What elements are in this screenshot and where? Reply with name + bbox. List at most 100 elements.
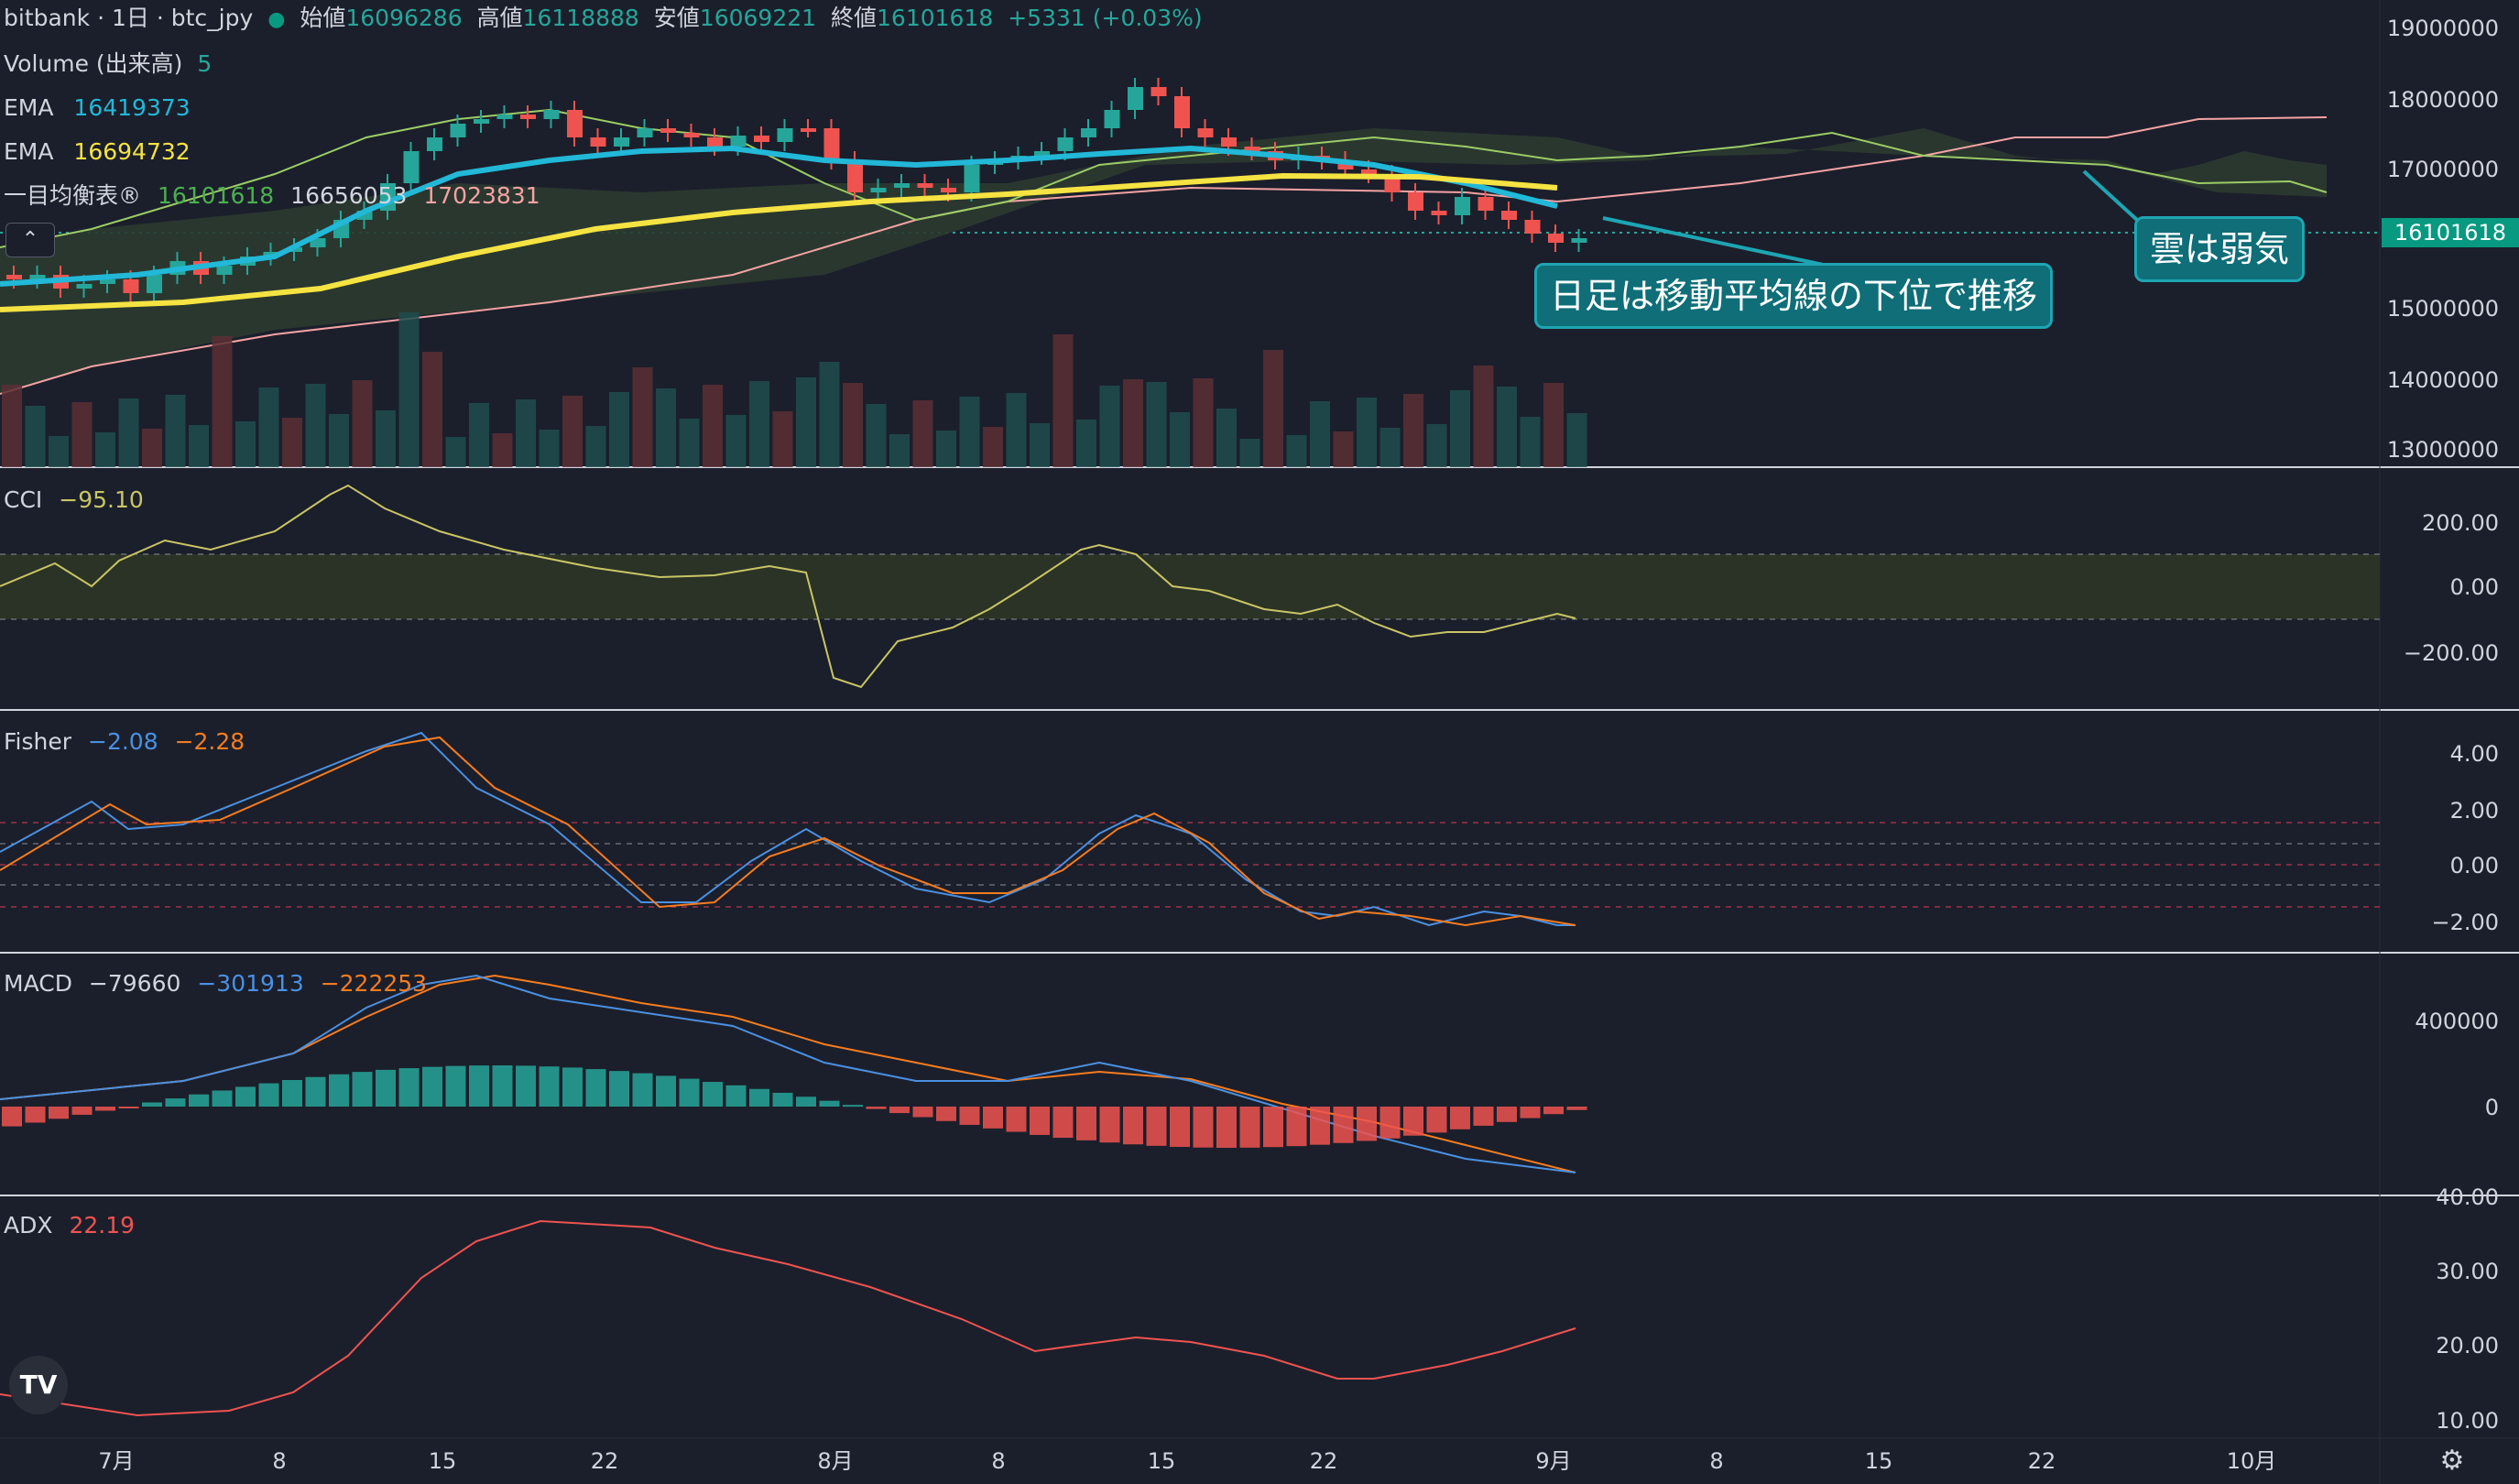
price-tick: 17000000 bbox=[2386, 157, 2499, 182]
volume-bar bbox=[1030, 423, 1050, 467]
candle-body bbox=[520, 115, 536, 119]
macd-histogram-bar bbox=[843, 1105, 863, 1108]
candle-body bbox=[1501, 211, 1517, 220]
macd-tick: 0 bbox=[2484, 1095, 2499, 1120]
volume-bar bbox=[1310, 401, 1330, 467]
candle-body bbox=[941, 188, 956, 192]
chevron-up-icon[interactable]: ⌃ bbox=[5, 223, 55, 257]
fisher-tick: 2.00 bbox=[2449, 798, 2499, 824]
trend-callout-pointer bbox=[1602, 216, 1828, 267]
volume-bar bbox=[843, 383, 863, 467]
candle-body bbox=[1408, 192, 1423, 211]
time-tick: 8 bbox=[1709, 1448, 1724, 1474]
candle-body bbox=[590, 137, 606, 147]
macd-histogram-bar bbox=[189, 1094, 209, 1107]
volume-bar bbox=[165, 395, 186, 467]
macd-histogram-bar bbox=[516, 1065, 536, 1107]
ichimoku-v1: 16101618 bbox=[157, 182, 275, 209]
indicator-lines bbox=[0, 145, 1587, 1417]
tradingview-logo-icon[interactable]: TV bbox=[9, 1356, 68, 1414]
volume-bar bbox=[1170, 412, 1190, 467]
macd-legend[interactable]: MACD −79660 −301913 −222253 bbox=[4, 970, 427, 998]
candle-body bbox=[123, 279, 139, 293]
fisher-trigger-line bbox=[0, 736, 1576, 927]
volume-legend[interactable]: Volume (出来高) 5 bbox=[4, 50, 212, 78]
macd-label: MACD bbox=[4, 970, 72, 997]
candle-body bbox=[1548, 234, 1564, 243]
ema1-value: 16419373 bbox=[73, 94, 191, 121]
close-label: 終値 bbox=[831, 5, 878, 31]
adx-tick: 20.00 bbox=[2436, 1333, 2499, 1359]
volume-bar bbox=[469, 403, 489, 467]
fisher-tick: 4.00 bbox=[2449, 741, 2499, 767]
macd-histogram-bar bbox=[562, 1067, 583, 1107]
macd-histogram-bar bbox=[609, 1071, 629, 1107]
volume-value: 5 bbox=[197, 50, 213, 77]
macd-histogram-bar bbox=[959, 1107, 980, 1125]
cci-legend[interactable]: CCI −95.10 bbox=[4, 486, 144, 514]
price-tick: 14000000 bbox=[2386, 367, 2499, 393]
volume-bar bbox=[1123, 379, 1143, 467]
volume-bar bbox=[632, 367, 653, 467]
fisher-v2: −2.28 bbox=[174, 728, 245, 755]
ichimoku-legend[interactable]: 一目均衡表® 16101618 16656053 17023831 bbox=[4, 182, 540, 210]
volume-bar bbox=[1473, 366, 1494, 467]
candle-body bbox=[730, 136, 747, 147]
volume-bar bbox=[1193, 378, 1214, 467]
volume-bar bbox=[445, 437, 466, 467]
change-value: +5331 (+0.03%) bbox=[1008, 5, 1203, 31]
volume-bar bbox=[1497, 387, 1517, 467]
volume-bar bbox=[1403, 394, 1423, 467]
macd-histogram-bar bbox=[445, 1065, 466, 1107]
adx-legend[interactable]: ADX 22.19 bbox=[4, 1212, 135, 1239]
candle-body bbox=[1034, 151, 1050, 156]
volume-bar bbox=[1426, 424, 1447, 467]
ema2-legend[interactable]: EMA 16694732 bbox=[4, 138, 191, 166]
ema1-legend[interactable]: EMA 16419373 bbox=[4, 94, 191, 122]
volume-bar bbox=[1357, 398, 1377, 467]
volume-bar bbox=[772, 411, 793, 467]
macd-histogram-bar bbox=[25, 1107, 46, 1123]
cci-label: CCI bbox=[4, 486, 43, 513]
symbol-title[interactable]: bitbank · 1日 · btc_jpy bbox=[4, 5, 254, 31]
volume-bar bbox=[562, 396, 583, 467]
ichimoku-label: 一目均衡表® bbox=[4, 182, 142, 209]
macd-histogram-bar bbox=[632, 1073, 653, 1107]
volume-bar bbox=[398, 312, 420, 467]
macd-histogram-bar bbox=[912, 1107, 933, 1118]
candle-body bbox=[1128, 87, 1143, 110]
macd-histogram-bar bbox=[1216, 1107, 1237, 1148]
macd-histogram-bar bbox=[1566, 1107, 1587, 1110]
candle-body bbox=[660, 128, 676, 133]
senkou-a-line bbox=[0, 108, 2328, 248]
volume-bar bbox=[1099, 386, 1120, 467]
ema2-line bbox=[0, 172, 1558, 312]
live-dot-icon: ● bbox=[267, 8, 286, 31]
macd-histogram-bar bbox=[1520, 1107, 1541, 1118]
volume-bar bbox=[71, 402, 93, 467]
macd-histogram-bar bbox=[1286, 1107, 1307, 1147]
last-price-badge: 16101618 bbox=[2382, 218, 2519, 247]
trend-callout[interactable]: 日足は移動平均線の下位で推移 bbox=[1534, 263, 2054, 329]
volume-bar bbox=[609, 392, 629, 467]
macd-histogram-bar bbox=[1239, 1107, 1260, 1148]
gear-icon[interactable]: ⚙ bbox=[2439, 1445, 2465, 1477]
macd-histogram-bar bbox=[118, 1107, 139, 1108]
macd-histogram-bar bbox=[1193, 1107, 1214, 1148]
volume-bar bbox=[819, 362, 840, 467]
volume-bar bbox=[1263, 350, 1283, 467]
volume-bar bbox=[1333, 431, 1354, 467]
volume-bar bbox=[305, 384, 326, 467]
candle-body bbox=[543, 110, 560, 119]
candle-body bbox=[1197, 128, 1214, 137]
macd-histogram-bar bbox=[1123, 1107, 1143, 1145]
cci-band bbox=[0, 554, 2380, 619]
macd-histogram-bar bbox=[749, 1088, 769, 1107]
cloud-callout[interactable]: 雲は弱気 bbox=[2134, 216, 2306, 282]
cloud-area bbox=[0, 128, 2327, 394]
candle-body bbox=[1221, 137, 1237, 147]
fisher-legend[interactable]: Fisher −2.08 −2.28 bbox=[4, 728, 245, 756]
volume-bar bbox=[1239, 439, 1260, 467]
symbol-legend[interactable]: bitbank · 1日 · btc_jpy ● 始値16096286 高値16… bbox=[4, 5, 1210, 34]
